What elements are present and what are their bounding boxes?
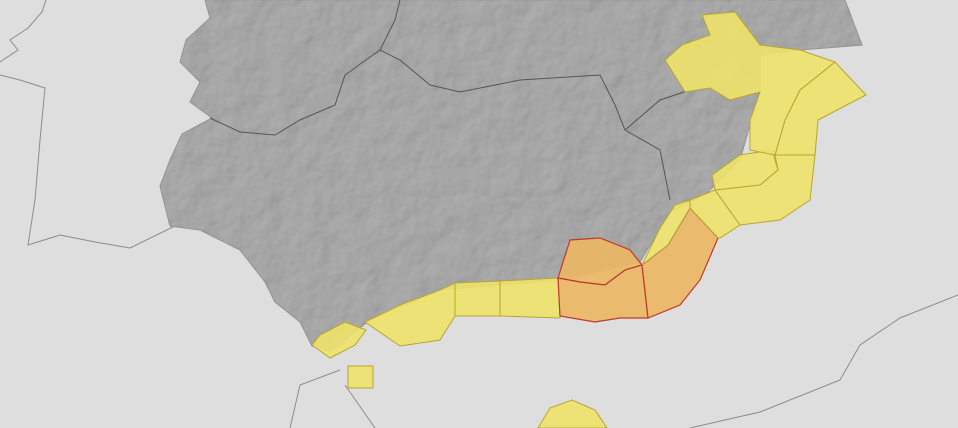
- zone-ceuta[interactable]: [347, 365, 374, 389]
- province-borders: [209, 0, 691, 201]
- zone-valencia-interior[interactable]: [664, 11, 837, 156]
- zone-costa-del-sol-mid[interactable]: [454, 280, 501, 317]
- warning-zones: [311, 11, 867, 428]
- zone-gibraltar-strait[interactable]: [311, 321, 367, 359]
- zone-alboran-melilla[interactable]: [537, 399, 608, 428]
- zone-costa-del-sol-east[interactable]: [499, 277, 561, 319]
